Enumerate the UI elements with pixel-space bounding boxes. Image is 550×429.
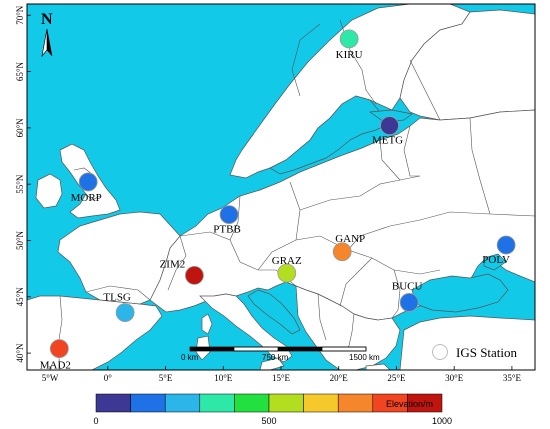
- gulf-of-finland: [369, 109, 413, 123]
- scale-label-750: 750 km: [262, 353, 289, 362]
- station-label: MORP: [71, 192, 102, 204]
- lat-tick-label: 55°N: [15, 174, 25, 194]
- station-marker: [277, 263, 297, 283]
- station-marker: [496, 235, 516, 255]
- lat-tick-label: 70°N: [15, 5, 25, 25]
- landmass-crete: [365, 363, 391, 370]
- station-graz: GRAZ: [272, 255, 302, 283]
- elevation-colorbar: 0 500 1000 Elevation/m: [93, 393, 452, 426]
- lon-tick-label: 25°E: [387, 373, 406, 383]
- north-label: N: [41, 11, 53, 28]
- landmass-anatolia: [399, 315, 535, 370]
- station-kiru: KIRU: [336, 29, 363, 61]
- station-label: BUCU: [392, 280, 423, 292]
- station-marker: [115, 303, 135, 322]
- station-label: ZIM2: [160, 258, 186, 270]
- lon-tick-label: 10°E: [214, 373, 233, 383]
- lon-tick-label: 0°: [104, 373, 113, 383]
- station-morp: MORP: [71, 172, 102, 204]
- black-sea: [411, 273, 509, 313]
- station-marker: [339, 29, 359, 49]
- colorbar-title: Elevation/m: [386, 399, 433, 409]
- lon-tick-label: 15°E: [272, 373, 291, 383]
- north-arrow: N: [41, 11, 53, 58]
- lat-tick-label: 50°N: [15, 230, 25, 250]
- lon-tick-label: 5°E: [159, 373, 173, 383]
- colorbar-cell: [303, 393, 339, 413]
- station-marker: [399, 293, 419, 312]
- landmass-sicily: [259, 357, 285, 370]
- colorbar-cell: [268, 393, 304, 413]
- country-borders: [57, 19, 535, 370]
- station-bucu: BUCU: [392, 280, 423, 312]
- station-label: MAD2: [40, 360, 71, 372]
- station-label: PTBB: [213, 224, 241, 236]
- station-mad2: MAD2: [40, 339, 71, 372]
- station-label: KIRU: [336, 49, 363, 61]
- scale-label-1500: 1500 km: [349, 353, 380, 362]
- station-metg: METG: [372, 116, 403, 147]
- colorbar-cell: [199, 393, 235, 413]
- scale-bar: 0 km 750 km 1500 km: [181, 346, 380, 362]
- lat-tick-label: 65°N: [15, 62, 25, 82]
- latitude-ticks: 40°N 45°N 50°N 55°N 60°N 65°N 70°N: [15, 5, 31, 363]
- colorbar-tick-label: 1000: [432, 416, 452, 426]
- lon-tick-label: 20°E: [330, 373, 349, 383]
- station-marker: [185, 266, 204, 285]
- colorbar-cell: [164, 393, 201, 413]
- colorbar-tick-label: 500: [261, 416, 276, 426]
- lat-tick-label: 45°N: [15, 287, 25, 307]
- lat-tick-label: 60°N: [15, 118, 25, 138]
- landmass-corsica: [201, 313, 213, 335]
- lon-tick-label: 35°E: [503, 373, 522, 383]
- station-ganp: GANP: [332, 233, 365, 262]
- colorbar-tick-label: 0: [93, 416, 98, 426]
- colorbar-cell: [337, 393, 374, 413]
- colorbar-cell: [234, 393, 270, 413]
- lat-tick-label: 40°N: [15, 343, 25, 363]
- lon-tick-label: 30°E: [445, 373, 464, 383]
- station-ptbb: PTBB: [213, 205, 241, 236]
- station-marker: [380, 116, 399, 136]
- colorbar-cell: [95, 393, 131, 413]
- station-marker: [49, 339, 69, 359]
- station-marker: [78, 172, 98, 192]
- station-marker: [332, 242, 352, 262]
- station-label: GRAZ: [272, 255, 302, 267]
- landmass-ireland: [35, 173, 63, 209]
- colorbar-cell: [407, 393, 443, 413]
- colorbar-cell: [130, 393, 166, 413]
- station-label: GANP: [335, 233, 365, 245]
- station-marker: [219, 205, 239, 224]
- landmass-france: [57, 211, 181, 305]
- station-label: TLSG: [103, 292, 131, 304]
- station-polv: POLV: [482, 235, 516, 266]
- station-label: POLV: [482, 254, 510, 266]
- station-tlsg: TLSG: [103, 292, 135, 322]
- lon-tick-label: 5°W: [42, 373, 59, 383]
- sea-of-azov: [483, 253, 507, 271]
- scale-label-0: 0 km: [181, 353, 199, 362]
- stations-layer: KIRU METG MORP PTBB GANP POLV ZIM2 GRAZ TLSG BUCU…: [40, 29, 516, 372]
- station-label: METG: [372, 135, 403, 147]
- legend: IGS Station: [432, 344, 518, 360]
- adriatic-sea: [247, 289, 301, 335]
- longitude-ticks: 5°W 0° 5°E 10°E 15°E 20°E 25°E 30°E 35°E: [42, 366, 522, 383]
- landmass-continent: [149, 109, 535, 321]
- legend-station-icon: [432, 344, 448, 360]
- legend-label: IGS Station: [456, 345, 518, 360]
- landmass-finland-russia: [399, 9, 535, 121]
- station-zim2: ZIM2: [160, 258, 204, 285]
